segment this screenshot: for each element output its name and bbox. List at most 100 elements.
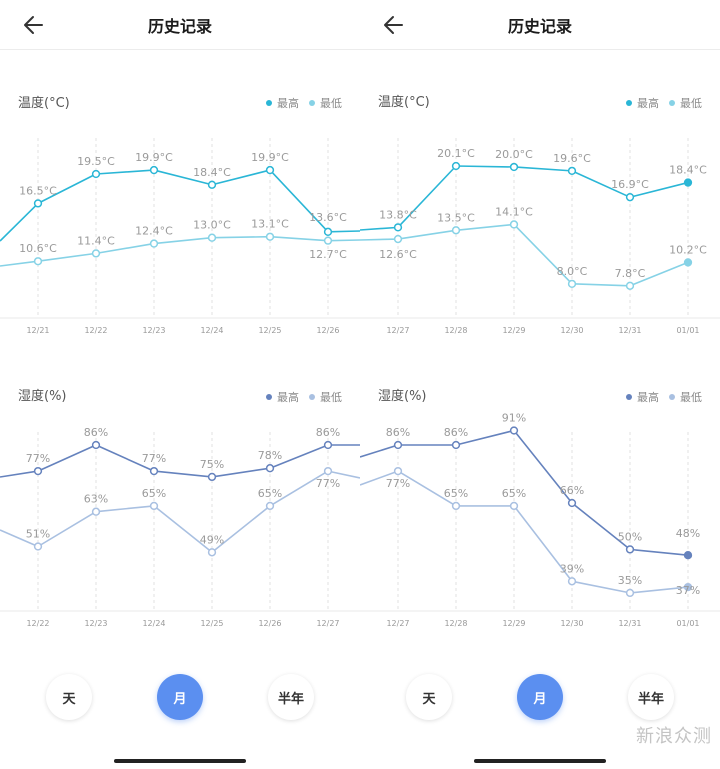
data-point [33, 542, 43, 551]
data-point [149, 466, 159, 476]
x-tick-label: 12/27 [386, 326, 409, 335]
data-point [149, 165, 159, 175]
data-label: 37% [676, 584, 700, 597]
legend-low-dot [669, 394, 675, 400]
x-tick-label: 01/01 [676, 326, 699, 335]
header: 历史记录 [360, 0, 720, 50]
data-label: 77% [386, 477, 410, 490]
period-button-month[interactable]: 月 [517, 674, 563, 720]
data-point [393, 223, 403, 232]
period-button-day[interactable]: 天 [406, 674, 452, 720]
data-point [567, 577, 577, 586]
data-point [393, 466, 403, 476]
home-indicator[interactable] [474, 759, 606, 763]
data-label: 63% [84, 493, 108, 506]
x-tick-label: 12/31 [618, 326, 641, 335]
data-label: 12.4°C [135, 225, 173, 238]
data-label: 75% [200, 458, 224, 471]
x-tick-label: 12/31 [618, 619, 641, 628]
data-label: 8.0°C [557, 265, 588, 278]
data-point [567, 498, 577, 508]
series-line-low [0, 470, 360, 554]
data-point [451, 501, 461, 511]
temperature-legend: 最高 最低 [626, 95, 702, 111]
data-label: 78% [258, 449, 282, 462]
x-tick-label: 12/27 [386, 619, 409, 628]
x-tick-label: 12/22 [84, 326, 107, 335]
legend-high-dot [266, 100, 272, 106]
period-button-month[interactable]: 月 [157, 674, 203, 720]
temperature-chart-title: 温度(°C) [18, 96, 70, 111]
x-tick-label: 01/01 [676, 619, 699, 628]
data-label: 16.9°C [611, 178, 649, 191]
data-label: 18.4°C [193, 166, 231, 179]
humidity-legend: 最高 最低 [266, 389, 342, 405]
legend-high: 最高 [266, 389, 299, 405]
data-label: 12.7°C [309, 248, 347, 261]
data-point [149, 239, 159, 248]
period-button-half-year[interactable]: 半年 [268, 674, 314, 720]
data-point [683, 582, 693, 592]
data-label: 20.0°C [495, 148, 533, 161]
data-point [91, 440, 101, 450]
data-point [567, 279, 577, 289]
data-label: 14.1°C [495, 205, 533, 218]
data-label: 65% [142, 487, 166, 500]
data-label: 65% [502, 487, 526, 500]
legend-low-dot [309, 100, 315, 106]
data-point [509, 426, 519, 435]
home-indicator[interactable] [114, 759, 246, 763]
humidity-chart: 12/22 12/23 12/24 12/25 12/26 12/27 77% 86% 77% 7… [0, 426, 360, 628]
data-label: 20.1°C [437, 147, 475, 160]
data-label: 13.5°C [437, 211, 475, 224]
data-point [265, 165, 275, 175]
x-tick-label: 12/26 [258, 619, 281, 628]
data-label: 48% [676, 527, 700, 540]
data-label: 35% [618, 574, 642, 587]
data-label: 12.6°C [379, 248, 417, 261]
legend-low: 最低 [669, 95, 702, 111]
temperature-chart: 12/27 12/28 12/29 12/30 12/31 01/01 13.8°C 20.1… [360, 138, 720, 335]
data-point [323, 236, 333, 245]
legend-low-dot [309, 394, 315, 400]
data-point [149, 501, 159, 511]
data-point [509, 220, 519, 229]
series-line-low [0, 235, 360, 267]
data-point [91, 249, 101, 258]
watermark: 新浪众测 [636, 726, 712, 747]
data-label: 19.9°C [135, 151, 173, 164]
x-tick-label: 12/28 [444, 619, 467, 628]
humidity-chart-title: 湿度(%) [378, 389, 427, 404]
legend-low-label: 最低 [680, 97, 702, 110]
data-label: 86% [316, 426, 340, 439]
back-button[interactable] [380, 12, 408, 38]
back-button[interactable] [20, 12, 48, 38]
data-point [451, 226, 461, 235]
data-point [451, 161, 461, 171]
humidity-chart: 12/27 12/28 12/29 12/30 12/31 01/01 86% 86% 91% 6… [360, 412, 720, 628]
data-label: 65% [258, 487, 282, 500]
data-point [393, 234, 403, 244]
legend-low-label: 最低 [680, 391, 702, 404]
temperature-legend: 最高 最低 [266, 95, 342, 111]
data-point [683, 258, 693, 267]
series-line-high [0, 169, 360, 242]
period-button-day[interactable]: 天 [46, 674, 92, 720]
data-label: 51% [26, 528, 50, 541]
data-label: 13.1°C [251, 218, 289, 231]
data-point [625, 281, 635, 290]
data-point [323, 466, 333, 476]
arrow-left-icon [24, 16, 43, 34]
period-button-half-year[interactable]: 半年 [628, 674, 674, 720]
data-point [451, 440, 461, 450]
legend-high: 最高 [626, 389, 659, 405]
data-point [265, 464, 275, 473]
data-label: 11.4°C [77, 234, 115, 247]
data-point [509, 162, 519, 172]
data-point [207, 472, 217, 482]
data-label: 91% [502, 412, 526, 425]
x-tick-label: 12/23 [84, 619, 107, 628]
temperature-chart: 12/21 12/22 12/23 12/24 12/25 12/26 16.5°C 19.5… [0, 138, 360, 335]
data-label: 13.6°C [309, 211, 347, 224]
header: 历史记录 [0, 0, 360, 50]
